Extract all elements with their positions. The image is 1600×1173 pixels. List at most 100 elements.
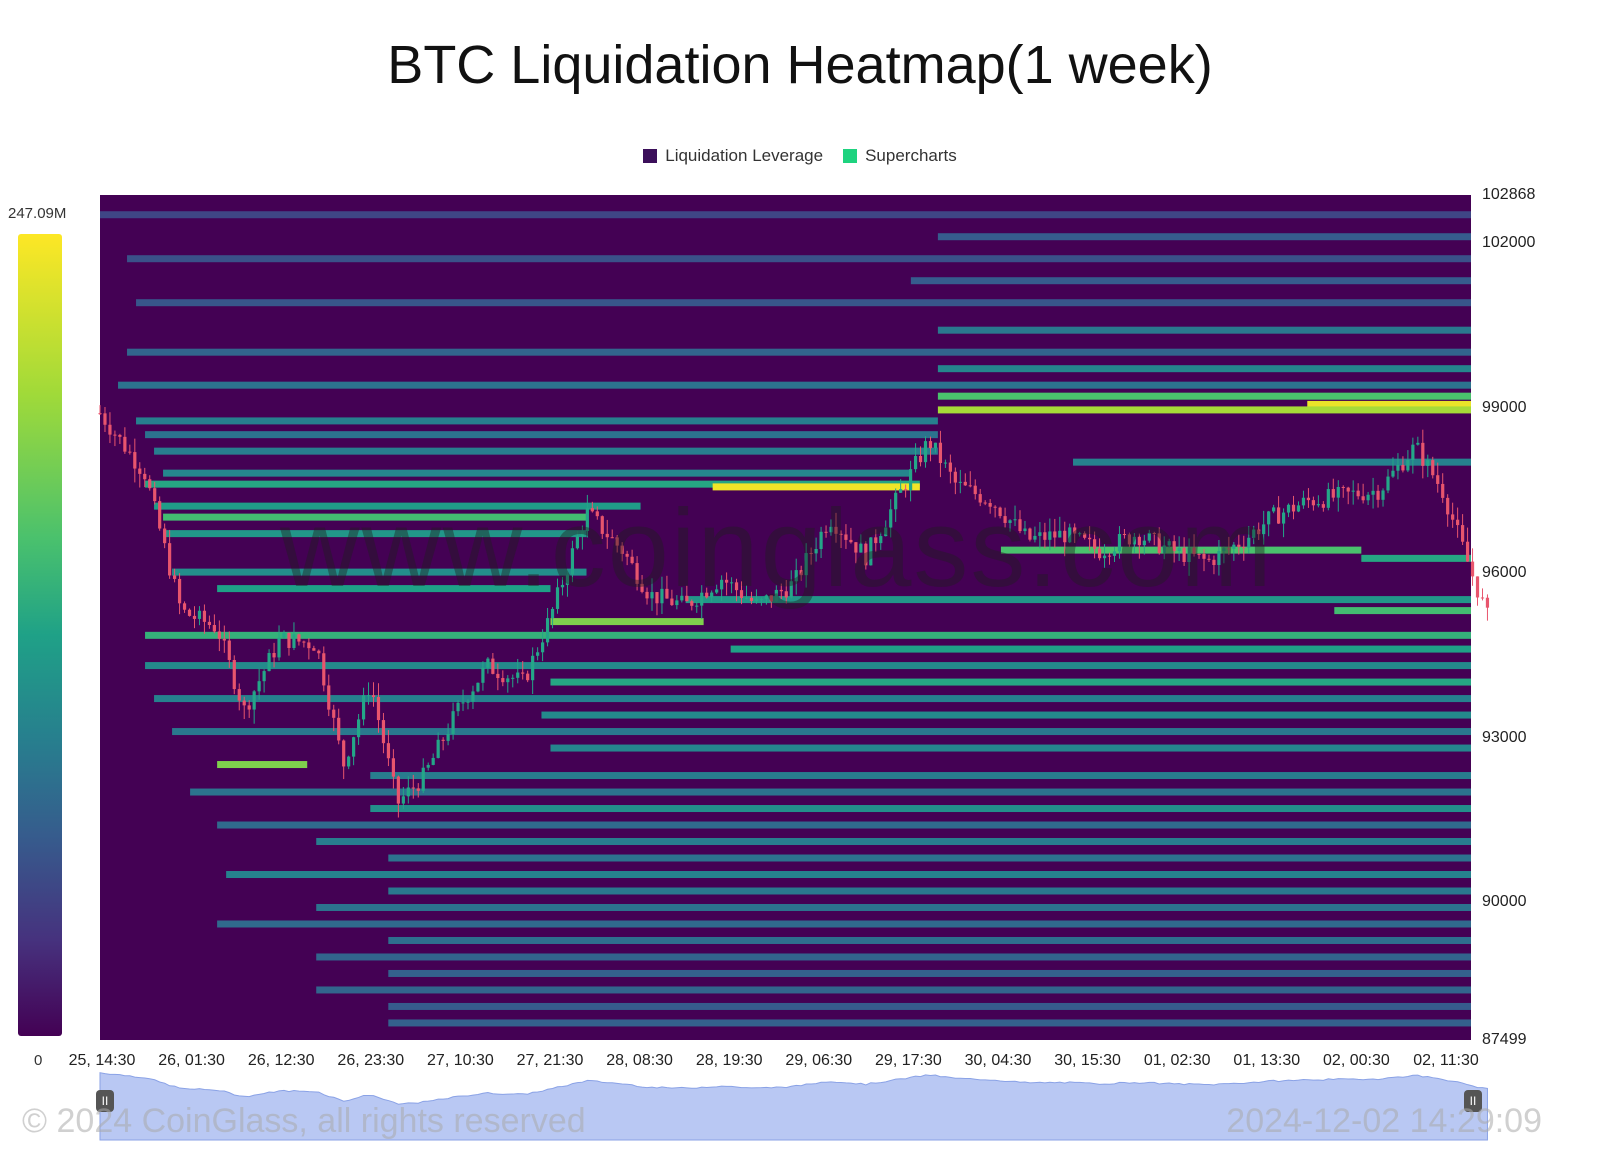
heatmap-band bbox=[541, 711, 1471, 719]
candle-body bbox=[1068, 527, 1072, 543]
candle-body bbox=[1078, 533, 1082, 535]
navigator-left-handle[interactable]: II bbox=[96, 1090, 114, 1112]
candle-body bbox=[635, 563, 639, 584]
candle-body bbox=[411, 787, 415, 789]
x-tick-label: 27, 10:30 bbox=[427, 1052, 494, 1069]
candle-body bbox=[1102, 555, 1107, 559]
candle-body bbox=[1281, 512, 1286, 524]
candle-body bbox=[854, 542, 858, 553]
candle-body bbox=[366, 695, 371, 697]
heatmap-band bbox=[388, 854, 1471, 862]
y-tick-label: 102000 bbox=[1482, 233, 1536, 251]
candle-body bbox=[108, 424, 112, 435]
candle-body bbox=[550, 608, 555, 619]
candle-body bbox=[595, 511, 599, 517]
candle-body bbox=[1142, 540, 1146, 546]
candle-body bbox=[540, 642, 545, 653]
candle-body bbox=[123, 436, 127, 452]
candle-body bbox=[327, 685, 331, 710]
candle-body bbox=[172, 575, 177, 579]
candle-body bbox=[1321, 504, 1325, 508]
candle-body bbox=[720, 579, 724, 590]
candle-body bbox=[133, 452, 137, 469]
candle-body bbox=[660, 588, 664, 604]
heatmap-band bbox=[1000, 546, 1362, 554]
candle-body bbox=[710, 592, 714, 598]
heatmap-band bbox=[370, 772, 1472, 780]
navigator-right-handle[interactable]: II bbox=[1464, 1090, 1482, 1112]
candle-body bbox=[1426, 460, 1430, 466]
candle-body bbox=[1088, 537, 1092, 540]
legend-label-supercharts: Supercharts bbox=[865, 146, 957, 165]
candle-body bbox=[1416, 442, 1420, 445]
candle-body bbox=[1083, 533, 1087, 538]
candle-body bbox=[148, 479, 152, 489]
candle-body bbox=[1132, 536, 1136, 545]
price-candles bbox=[98, 405, 1490, 818]
candle-body bbox=[506, 678, 510, 683]
candle-body bbox=[272, 652, 276, 658]
candle-body bbox=[1177, 547, 1181, 552]
x-tick-label: 28, 08:30 bbox=[606, 1052, 673, 1069]
candle-body bbox=[376, 697, 381, 721]
candle-body bbox=[461, 702, 465, 704]
candle-body bbox=[118, 434, 122, 437]
candle-body bbox=[421, 767, 425, 791]
candle-body bbox=[352, 737, 356, 757]
candle-body bbox=[1122, 534, 1127, 536]
candle-body bbox=[98, 413, 102, 415]
candle-body bbox=[675, 600, 679, 606]
candle-body bbox=[217, 631, 221, 639]
heatmap-band bbox=[937, 233, 1471, 241]
candle-body bbox=[953, 471, 957, 483]
candle-body bbox=[545, 618, 550, 643]
candle-body bbox=[695, 605, 699, 607]
candle-body bbox=[1366, 494, 1370, 501]
candle-body bbox=[1306, 497, 1311, 501]
candle-body bbox=[565, 574, 570, 585]
candle-body bbox=[839, 533, 843, 535]
timestamp-text: 2024-12-02 14:29:09 bbox=[1226, 1102, 1542, 1140]
heatmap-band bbox=[217, 585, 551, 593]
candle-body bbox=[391, 758, 396, 777]
legend-item-liquidation-leverage[interactable]: Liquidation Leverage bbox=[643, 146, 823, 166]
heatmap-band bbox=[730, 645, 1471, 653]
y-tick-label: 96000 bbox=[1482, 563, 1527, 581]
candle-body bbox=[396, 776, 400, 804]
candle-body bbox=[799, 570, 803, 576]
y-tick-label: 102868 bbox=[1482, 186, 1536, 203]
heatmap-band bbox=[100, 211, 1471, 219]
candle-body bbox=[1117, 534, 1122, 552]
candle-body bbox=[1406, 459, 1410, 471]
candle-body bbox=[849, 539, 853, 543]
candle-body bbox=[386, 743, 391, 759]
candle-body bbox=[471, 691, 475, 702]
candle-body bbox=[724, 579, 729, 583]
candle-body bbox=[287, 632, 291, 648]
candle-body bbox=[650, 592, 654, 599]
candle-body bbox=[182, 603, 187, 610]
heatmap-band bbox=[370, 805, 1472, 813]
x-tick-label: 29, 17:30 bbox=[875, 1052, 942, 1069]
candle-body bbox=[1107, 555, 1112, 557]
candle-body bbox=[1421, 442, 1425, 466]
candle-body bbox=[993, 506, 997, 508]
candle-body bbox=[1451, 514, 1455, 520]
heatmap-band bbox=[145, 662, 1471, 670]
candle-body bbox=[948, 462, 952, 472]
candle-body bbox=[665, 588, 669, 599]
candle-body bbox=[1351, 490, 1355, 492]
candle-body bbox=[819, 531, 823, 549]
candle-body bbox=[282, 632, 286, 638]
candle-body bbox=[560, 584, 565, 588]
candle-body bbox=[580, 531, 584, 537]
candle-body bbox=[501, 678, 505, 683]
y-tick-label: 99000 bbox=[1482, 398, 1527, 416]
heatmap-band bbox=[388, 969, 1471, 977]
legend-item-supercharts[interactable]: Supercharts bbox=[843, 146, 957, 166]
chart-title: BTC Liquidation Heatmap(1 week) bbox=[387, 35, 1213, 95]
candle-body bbox=[163, 528, 167, 544]
candle-body bbox=[645, 591, 649, 599]
candle-body bbox=[814, 548, 818, 554]
